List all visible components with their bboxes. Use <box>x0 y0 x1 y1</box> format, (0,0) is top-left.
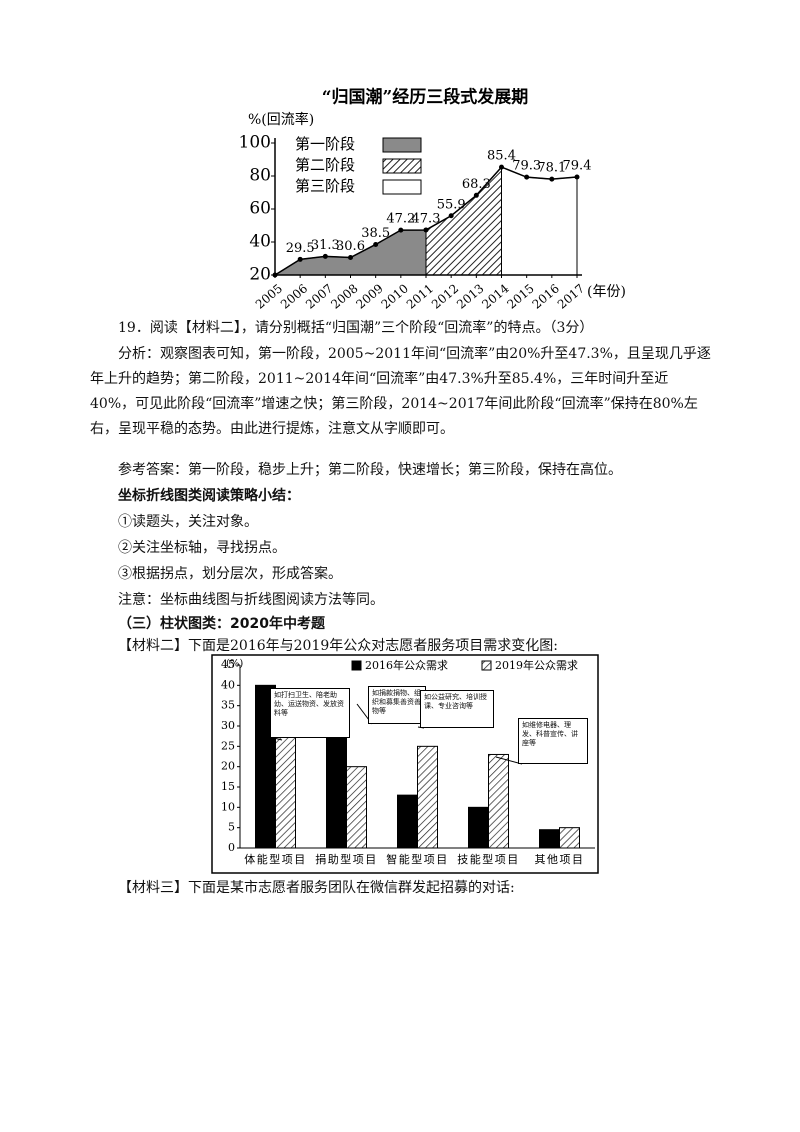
legend-label: 2019年公众需求 <box>495 658 578 672</box>
x-tick-label: 智能型项目 <box>386 852 449 866</box>
x-tick-label: 2009 <box>353 281 385 311</box>
data-point <box>373 241 379 247</box>
data-label: 79.4 <box>563 158 592 173</box>
x-tick-label: 捐助型项目 <box>315 852 378 866</box>
x-tick-label: 2005 <box>253 281 285 311</box>
annotation: 如公益研究、培训授课、专业咨询等 <box>420 690 494 728</box>
x-tick-label: 2008 <box>328 281 360 311</box>
annotation: 如维修电器、理发、科普宣传、讲座等 <box>518 718 588 764</box>
data-point <box>549 176 555 182</box>
data-label: 55.9 <box>437 197 466 212</box>
question: 19．阅读【材料二】，请分别概括“归国潮”三个阶段“回流率”的特点。（3分） <box>118 320 594 336</box>
annotation-arrow <box>273 737 283 741</box>
bar <box>539 829 560 849</box>
y-tick-label: 0 <box>228 841 235 854</box>
material: 【材料二】下面是2016年与2019年公众对志愿者服务项目需求变化图: <box>118 638 558 654</box>
data-point <box>524 174 530 180</box>
x-tick-label: 2015 <box>504 281 536 311</box>
bar <box>275 733 296 849</box>
data-point <box>423 227 429 233</box>
data-label: 47.3 <box>412 211 441 226</box>
x-tick-label: 2011 <box>404 281 436 311</box>
summary-item: ③根据拐点，划分层次，形成答案。 <box>118 566 342 582</box>
legend-label: 第三阶段 <box>295 177 355 195</box>
y-tick-label: 35 <box>221 699 235 712</box>
y-axis-label: %(回流率) <box>248 111 314 128</box>
y-tick-label: 30 <box>221 719 235 732</box>
data-label: 38.5 <box>361 226 390 241</box>
x-tick-label: 2013 <box>454 281 486 311</box>
data-point <box>574 174 580 180</box>
data-label: 68.3 <box>462 177 491 192</box>
data-label: 29.5 <box>286 241 315 256</box>
data-label: 78.1 <box>537 161 566 176</box>
x-tick-label: 2010 <box>379 281 411 311</box>
x-tick-label: 2006 <box>278 281 310 311</box>
analysis: 分析：观察图表可知，第一阶段，2005~2011年间“回流率”由20%升至47.… <box>90 346 711 437</box>
x-tick-label: 2007 <box>303 281 335 311</box>
data-point <box>272 272 278 278</box>
bar <box>397 794 418 849</box>
legend-swatch <box>382 179 422 195</box>
x-tick-label: 2017 <box>555 281 587 311</box>
y-axis-label: (%) <box>226 659 243 670</box>
legend-label: 2016年公众需求 <box>365 658 448 672</box>
data-label: 85.4 <box>487 149 516 164</box>
y-tick-label: 40 <box>221 678 235 691</box>
summary-title: 坐标折线图类阅读策略小结： <box>118 488 300 504</box>
section-title: （三）柱状图类：2020年中考题 <box>118 616 325 632</box>
bar <box>468 806 489 849</box>
chart-title: “归国潮”经历三段式发展期 <box>322 87 529 108</box>
data-point <box>499 164 504 170</box>
legend-label: 第一阶段 <box>295 135 355 153</box>
x-tick-label: 2014 <box>479 281 512 312</box>
y-tick-label: 80 <box>249 166 271 186</box>
legend-swatch <box>481 660 492 671</box>
x-tick-label: 体能型项目 <box>244 852 307 866</box>
annotation: 如捐款捐物、组织和募集善资善物等 <box>368 686 426 724</box>
y-tick-label: 45 <box>221 658 235 671</box>
data-label: 47.2 <box>386 212 415 227</box>
x-tick-label: 2012 <box>429 281 461 311</box>
data-point <box>448 213 454 219</box>
phase-area <box>501 166 578 276</box>
summary-item: ①读题头，关注对象。 <box>118 514 258 530</box>
material: 【材料三】下面是某市志愿者服务团队在微信群发起招募的对话: <box>118 880 515 896</box>
y-tick-label: 60 <box>249 199 271 219</box>
x-axis-label: (年份) <box>587 284 626 300</box>
data-point <box>398 227 404 233</box>
y-tick-label: 15 <box>221 780 235 793</box>
legend-swatch <box>382 137 422 153</box>
data-point <box>322 253 328 259</box>
annotation: 如打扫卫生、陪老助幼、运送物资、发放资料等 <box>270 688 350 738</box>
bar <box>346 766 367 849</box>
y-tick-label: 20 <box>249 265 271 285</box>
data-label: 31.3 <box>311 238 340 253</box>
y-tick-label: 25 <box>221 739 235 752</box>
y-tick-label: 100 <box>239 133 271 153</box>
data-point <box>297 256 303 262</box>
y-tick-label: 10 <box>221 800 235 813</box>
summary-item: ②关注坐标轴，寻找拐点。 <box>118 540 286 556</box>
x-tick-label: 其他项目 <box>535 853 585 866</box>
answer: 参考答案：第一阶段，稳步上升；第二阶段，快速增长；第三阶段，保持在高位。 <box>118 462 622 478</box>
y-tick-label: 5 <box>228 821 235 834</box>
legend-label: 第二阶段 <box>295 156 355 174</box>
note: 注意：坐标曲线图与折线图阅读方法等同。 <box>118 592 384 608</box>
data-label: 30.6 <box>336 239 365 254</box>
y-tick-label: 40 <box>249 232 271 252</box>
x-tick-label: 2016 <box>530 281 562 311</box>
data-label: 79.3 <box>512 159 541 174</box>
data-point <box>473 192 479 198</box>
y-tick-label: 20 <box>221 760 235 773</box>
bar <box>488 753 509 849</box>
legend-swatch <box>382 158 422 174</box>
legend-swatch <box>351 660 362 671</box>
bar <box>559 827 580 849</box>
x-tick-label: 技能型项目 <box>457 852 520 866</box>
data-point <box>348 255 353 261</box>
bar <box>417 745 438 849</box>
